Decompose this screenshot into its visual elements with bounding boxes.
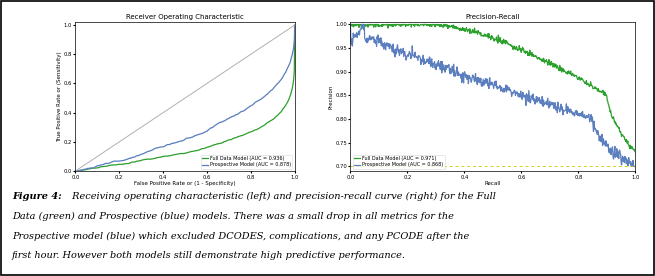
Prospective Model (AUC = 0.878) [291, 23, 299, 27]
Legend: Full Data Model (AUC = 0.936), Prospective Model (AUC = 0.878): Full Data Model (AUC = 0.936), Prospecti… [200, 155, 292, 169]
Full Data Model (AUC = 0.971) [420, 24, 428, 27]
Prospective Model (AUC = 0.878) [71, 169, 79, 173]
Full Data Model (AUC = 0.971) [631, 150, 639, 154]
Full Data Model (AUC = 0.971) [397, 24, 405, 27]
Prospective Model (AUC = 0.878) [252, 100, 259, 104]
Full Data Model (AUC = 0.971) [476, 31, 483, 34]
Prospective Model (AUC = 0.868) [397, 47, 405, 51]
Line: Prospective Model (AUC = 0.878): Prospective Model (AUC = 0.878) [75, 25, 295, 171]
Prospective Model (AUC = 0.868) [561, 109, 569, 112]
Line: Full Data Model (AUC = 0.936): Full Data Model (AUC = 0.936) [75, 25, 295, 171]
Line: Full Data Model (AUC = 0.971): Full Data Model (AUC = 0.971) [350, 25, 635, 152]
Full Data Model (AUC = 0.936) [176, 152, 183, 155]
Prospective Model (AUC = 0.878) [202, 130, 210, 133]
Title: Precision-Recall: Precision-Recall [466, 14, 520, 20]
Full Data Model (AUC = 0.936) [286, 96, 293, 100]
Y-axis label: Precision: Precision [329, 84, 334, 109]
Prospective Model (AUC = 0.868) [631, 165, 639, 168]
Full Data Model (AUC = 0.971) [561, 70, 569, 73]
Full Data Model (AUC = 0.971) [346, 23, 354, 26]
Text: Prospective model (blue) which excluded DCODES, complications, and any PCODE aft: Prospective model (blue) which excluded … [12, 232, 469, 241]
Prospective Model (AUC = 0.878) [177, 139, 185, 143]
Prospective Model (AUC = 0.878) [286, 62, 293, 66]
Title: Receiver Operating Characteristic: Receiver Operating Characteristic [126, 14, 244, 20]
Full Data Model (AUC = 0.936) [291, 23, 299, 27]
Full Data Model (AUC = 0.936) [202, 146, 210, 150]
Text: Data (green) and Prospective (blue) models. There was a small drop in all metric: Data (green) and Prospective (blue) mode… [12, 212, 454, 221]
Full Data Model (AUC = 0.936) [177, 152, 185, 155]
Legend: Full Data Model (AUC = 0.971), Prospective Model (AUC = 0.868): Full Data Model (AUC = 0.971), Prospecti… [353, 155, 445, 169]
Text: Receiving operating characteristic (left) and precision-recall curve (right) for: Receiving operating characteristic (left… [69, 192, 496, 201]
X-axis label: Recall: Recall [485, 181, 501, 186]
Y-axis label: True Positive Rate or (Sensitivity): True Positive Rate or (Sensitivity) [57, 51, 62, 142]
Prospective Model (AUC = 0.878) [176, 140, 183, 143]
Line: Prospective Model (AUC = 0.868): Prospective Model (AUC = 0.868) [350, 25, 635, 166]
Full Data Model (AUC = 0.936) [190, 149, 198, 153]
Text: Figure 4:: Figure 4: [12, 192, 62, 201]
X-axis label: False Positive Rate or (1 - Specificity): False Positive Rate or (1 - Specificity) [134, 181, 236, 186]
Full Data Model (AUC = 0.936) [71, 169, 79, 173]
Prospective Model (AUC = 0.868) [346, 23, 354, 26]
Text: first hour. However both models still demonstrate high predictive performance.: first hour. However both models still de… [12, 251, 406, 261]
Full Data Model (AUC = 0.936) [252, 128, 259, 132]
Prospective Model (AUC = 0.868) [627, 165, 635, 168]
Prospective Model (AUC = 0.868) [536, 99, 544, 102]
Prospective Model (AUC = 0.868) [420, 63, 428, 66]
Prospective Model (AUC = 0.868) [476, 81, 483, 84]
Full Data Model (AUC = 0.971) [536, 57, 544, 61]
Full Data Model (AUC = 0.971) [514, 49, 522, 52]
Prospective Model (AUC = 0.868) [514, 95, 522, 98]
Prospective Model (AUC = 0.878) [190, 135, 198, 138]
